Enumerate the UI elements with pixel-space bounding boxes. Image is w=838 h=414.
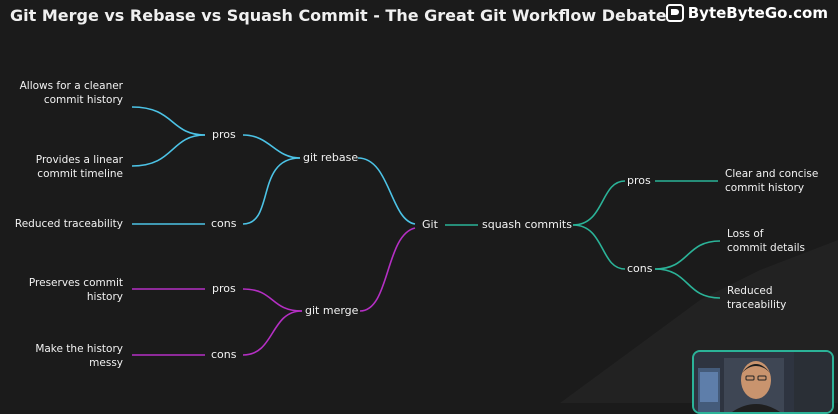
git-rebase-node: git rebase xyxy=(303,151,359,164)
rebase-cons-node: cons xyxy=(211,217,237,230)
connector-rebase-pro2 xyxy=(131,134,206,167)
squash-commits-node: squash commits xyxy=(482,218,572,231)
squash-pro-1: Clear and concise commit history xyxy=(725,168,819,194)
connector-pros-merge xyxy=(242,288,303,312)
connector-rebase-pro1 xyxy=(131,106,206,136)
connector-merge-git xyxy=(359,227,416,312)
squash-cons-node: cons xyxy=(627,262,653,275)
presenter-video xyxy=(692,350,834,414)
page-title: Git Merge vs Rebase vs Squash Commit - T… xyxy=(10,6,667,25)
bytebytego-logo-icon xyxy=(665,4,684,22)
connector-squash-cons xyxy=(572,224,626,270)
connector-cons-con1 xyxy=(654,240,721,270)
squash-con-2: Reduced traceability xyxy=(727,285,787,311)
merge-con-1: Make the history messy xyxy=(35,343,123,369)
connector-squash-pros xyxy=(572,180,626,226)
squash-con-1: Loss of commit details xyxy=(727,228,806,254)
rebase-pro-2: Provides a linear commit timeline xyxy=(35,154,123,180)
brand-name: ByteByteGo.com xyxy=(687,4,828,22)
presenter-image xyxy=(694,352,832,412)
connector-pros-rebase xyxy=(242,134,301,159)
mindmap-connectors xyxy=(131,106,721,356)
rebase-pros-node: pros xyxy=(212,128,236,141)
merge-pros-node: pros xyxy=(212,282,236,295)
merge-pro-1: Preserves commit history xyxy=(28,277,123,303)
rebase-con-1: Reduced traceability xyxy=(14,218,123,230)
connector-cons-merge xyxy=(242,310,303,356)
merge-cons-node: cons xyxy=(211,348,237,361)
git-root-node: Git xyxy=(422,218,438,231)
squash-pros-node: pros xyxy=(627,174,651,187)
connector-cons-con2 xyxy=(654,268,721,299)
git-merge-node: git merge xyxy=(305,304,359,317)
brand-logo[interactable]: ByteByteGo.com xyxy=(665,4,828,22)
connector-cons-rebase xyxy=(242,157,301,225)
rebase-pro-1: Allows for a cleaner commit history xyxy=(19,80,123,106)
connector-rebase-git xyxy=(357,157,416,225)
